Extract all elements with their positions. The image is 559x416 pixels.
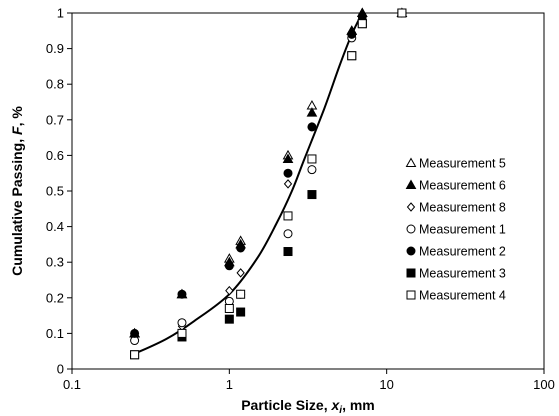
data-point (307, 154, 317, 164)
data-point (224, 261, 234, 271)
data-point (224, 314, 234, 324)
data-point (177, 318, 187, 328)
data-point (357, 19, 367, 29)
legend-marker (406, 224, 416, 234)
y-tick-label: 0.9 (46, 41, 64, 56)
y-tick-label: 0.8 (46, 77, 64, 92)
data-point (236, 268, 245, 278)
legend-marker (406, 268, 416, 278)
y-tick-label: 0.7 (46, 112, 64, 127)
data-point (307, 165, 317, 175)
y-tick-label: 0.2 (46, 290, 64, 305)
fit-curve (134, 12, 364, 355)
legend-marker (406, 290, 416, 300)
axis-ticks: 00.10.20.30.40.50.60.70.80.910.1 1 10 100 (46, 6, 555, 393)
y-tick-label: 0.4 (46, 219, 64, 234)
data-point (347, 51, 357, 61)
data-point (283, 247, 293, 257)
legend-label: Measurement 1 (419, 223, 506, 237)
x-tick-label: 1 (226, 377, 233, 392)
legend-marker (406, 246, 416, 256)
y-tick-label: 0.3 (46, 255, 64, 270)
legend-label: Measurement 6 (419, 179, 506, 193)
data-point (306, 107, 318, 117)
x-tick-label: 10 (379, 377, 393, 392)
data-point (130, 328, 140, 338)
y-tick-label: 0.1 (46, 326, 64, 341)
legend-label: Measurement 3 (419, 267, 506, 281)
data-point (283, 168, 293, 178)
legend-marker (405, 157, 417, 167)
data-point (397, 8, 407, 18)
data-point (282, 153, 294, 163)
y-axis-title: Cumulative Passing, F, % (9, 106, 25, 276)
x-tick-label: 100 (533, 377, 555, 392)
legend-label: Measurement 5 (419, 157, 506, 171)
x-axis-title: Particle Size, xi, mm (241, 397, 375, 416)
x-tick-label: 0.1 (63, 377, 81, 392)
y-tick-label: 0.6 (46, 148, 64, 163)
data-markers (129, 7, 408, 360)
data-point (283, 229, 293, 239)
data-point (283, 211, 293, 221)
data-point (225, 285, 234, 296)
data-point (307, 190, 317, 200)
fit-curve-line (134, 12, 364, 355)
data-point (177, 328, 187, 338)
legend-label: Measurement 2 (419, 245, 506, 259)
data-point (236, 307, 246, 317)
data-point (307, 122, 317, 132)
y-tick-label: 1 (57, 6, 64, 21)
data-point (177, 289, 187, 299)
y-tick-label: 0.5 (46, 184, 64, 199)
legend-label: Measurement 8 (419, 201, 506, 215)
data-point (224, 303, 234, 313)
legend-label: Measurement 4 (419, 289, 506, 303)
data-point (130, 350, 140, 360)
legend-marker (406, 202, 416, 212)
data-point (236, 289, 246, 299)
legend-marker (405, 179, 417, 189)
data-point (347, 29, 357, 39)
data-point (283, 179, 293, 189)
y-tick-label: 0 (57, 362, 64, 377)
data-point (236, 243, 246, 253)
legend: Measurement 5 Measurement 6 Measurement 8 M… (405, 157, 506, 303)
